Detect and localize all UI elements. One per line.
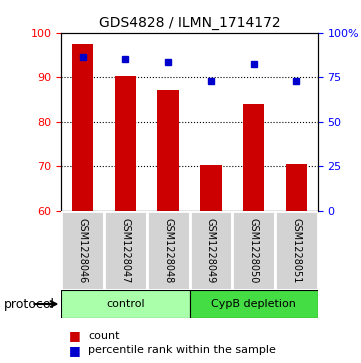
Text: count: count — [88, 331, 120, 341]
Text: GSM1228050: GSM1228050 — [249, 218, 258, 283]
FancyBboxPatch shape — [61, 290, 190, 318]
Bar — [115, 76, 136, 211]
Text: ■: ■ — [69, 329, 81, 342]
Bar — [286, 164, 307, 211]
Text: protocol: protocol — [4, 298, 55, 310]
Text: GSM1228051: GSM1228051 — [291, 218, 301, 283]
Bar — [200, 165, 222, 211]
Text: ■: ■ — [69, 344, 81, 357]
Bar — [243, 104, 264, 211]
FancyBboxPatch shape — [275, 211, 318, 290]
Text: CypB depletion: CypB depletion — [211, 299, 296, 309]
Bar — [72, 44, 93, 211]
Text: GSM1228048: GSM1228048 — [163, 218, 173, 283]
FancyBboxPatch shape — [61, 211, 104, 290]
FancyBboxPatch shape — [104, 211, 147, 290]
Title: GDS4828 / ILMN_1714172: GDS4828 / ILMN_1714172 — [99, 16, 280, 30]
FancyBboxPatch shape — [190, 211, 232, 290]
Text: percentile rank within the sample: percentile rank within the sample — [88, 345, 276, 355]
Text: GSM1228049: GSM1228049 — [206, 218, 216, 283]
Bar — [157, 90, 179, 211]
Text: GSM1228047: GSM1228047 — [121, 218, 130, 283]
Text: control: control — [106, 299, 145, 309]
FancyBboxPatch shape — [190, 290, 318, 318]
Text: GSM1228046: GSM1228046 — [78, 218, 88, 283]
FancyBboxPatch shape — [147, 211, 190, 290]
FancyBboxPatch shape — [232, 211, 275, 290]
